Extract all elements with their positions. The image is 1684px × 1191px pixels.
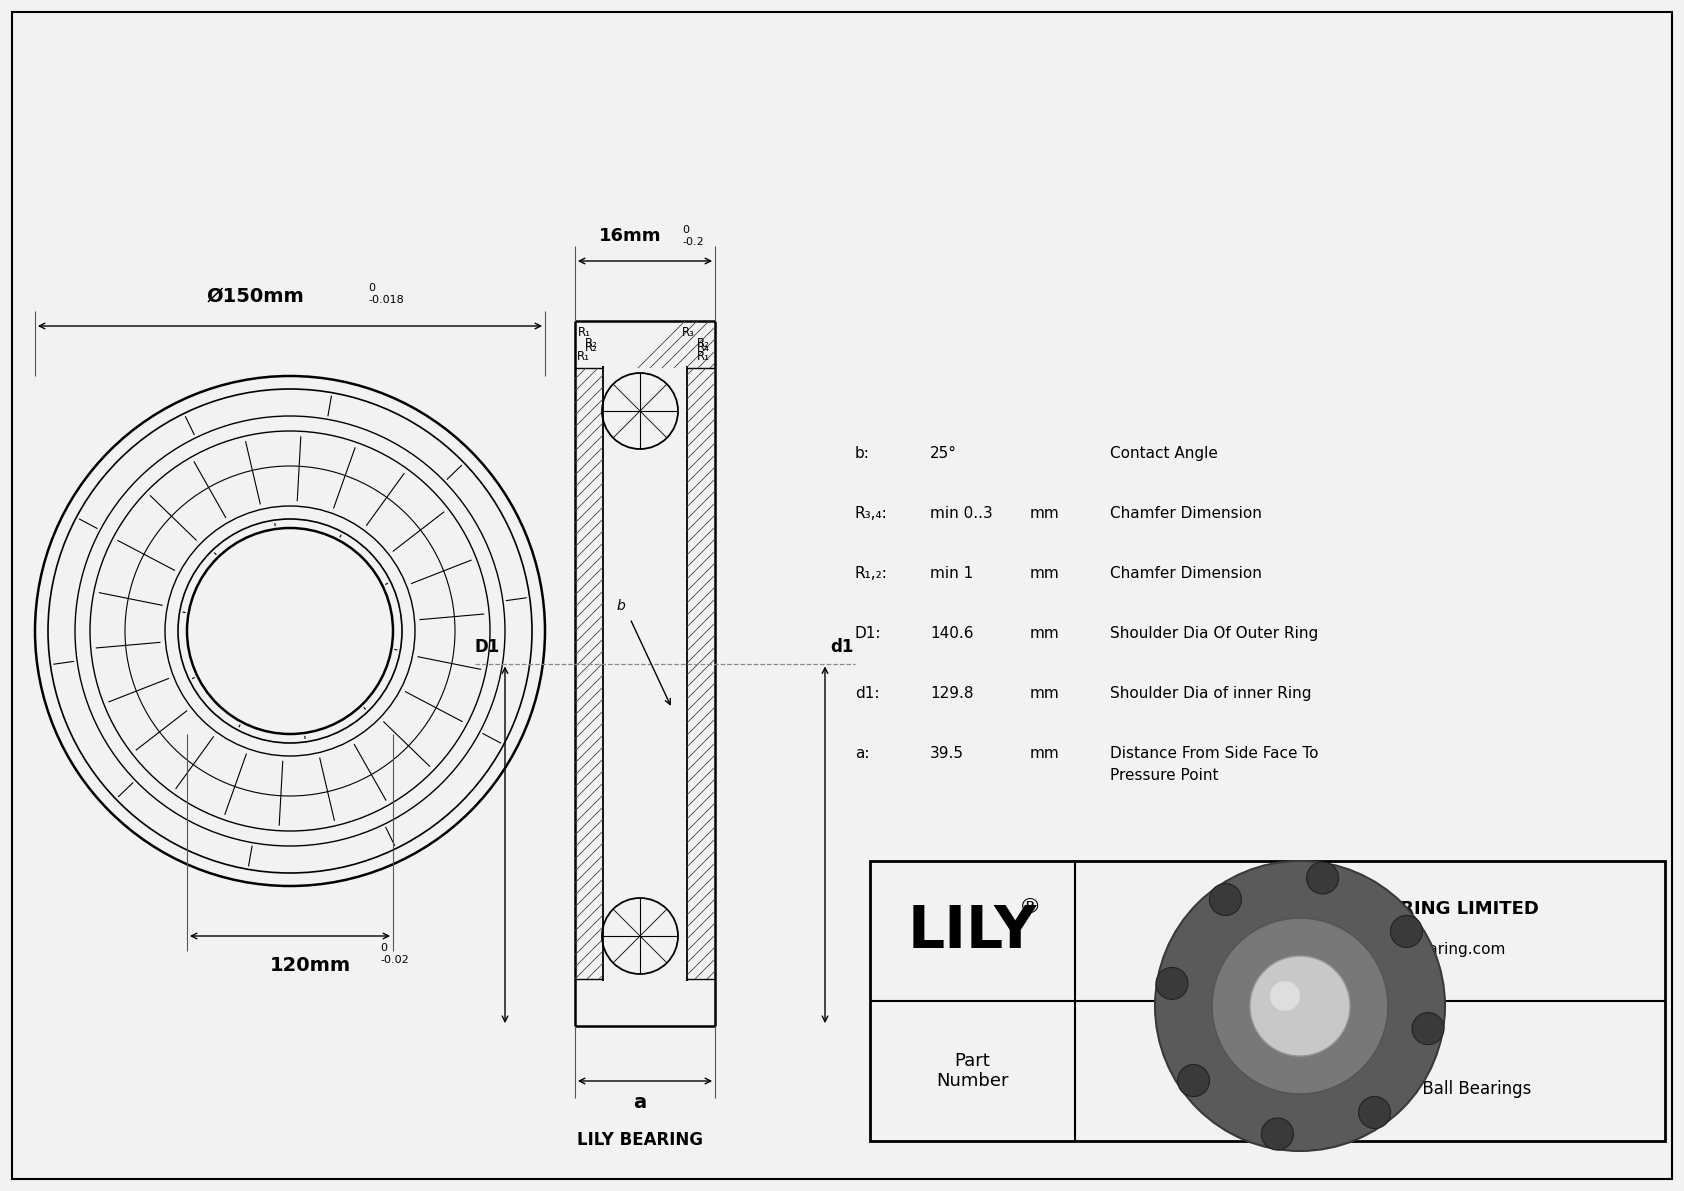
Circle shape <box>1209 884 1241 916</box>
Text: -0.2: -0.2 <box>682 237 704 247</box>
Text: Chamfer Dimension: Chamfer Dimension <box>1110 566 1261 581</box>
Circle shape <box>1411 1012 1443 1045</box>
Circle shape <box>1250 956 1351 1056</box>
Text: d1: d1 <box>830 637 854 655</box>
Text: 140.6: 140.6 <box>930 626 973 641</box>
Text: R₂: R₂ <box>697 337 711 350</box>
Text: Part
Number: Part Number <box>936 1052 1009 1091</box>
Text: mm: mm <box>1031 746 1059 761</box>
Text: R₁,₂:: R₁,₂: <box>855 566 887 581</box>
Circle shape <box>1391 916 1423 947</box>
Text: R₂: R₂ <box>584 341 598 354</box>
Text: Shoulder Dia Of Outer Ring: Shoulder Dia Of Outer Ring <box>1110 626 1319 641</box>
Text: min 0..3: min 0..3 <box>930 506 994 520</box>
Text: LILY: LILY <box>908 903 1037 960</box>
Text: min 1: min 1 <box>930 566 973 581</box>
Circle shape <box>1270 981 1300 1011</box>
Text: D1: D1 <box>475 637 500 655</box>
Text: mm: mm <box>1031 686 1059 701</box>
Text: -0.018: -0.018 <box>369 295 404 305</box>
Text: R₁: R₁ <box>578 350 589 363</box>
Text: b: b <box>616 599 625 613</box>
Text: Contact Angle: Contact Angle <box>1110 445 1218 461</box>
Text: Distance From Side Face To: Distance From Side Face To <box>1110 746 1319 761</box>
Circle shape <box>1307 862 1339 894</box>
Text: -0.02: -0.02 <box>381 955 409 965</box>
Text: 16mm: 16mm <box>600 227 662 245</box>
Text: Pressure Point: Pressure Point <box>1110 768 1219 782</box>
Text: R₃,₄:: R₃,₄: <box>855 506 887 520</box>
Text: Ø150mm: Ø150mm <box>205 287 303 306</box>
Text: b:: b: <box>855 445 871 461</box>
Text: d1:: d1: <box>855 686 879 701</box>
Text: CE71824SI: CE71824SI <box>1308 1041 1433 1061</box>
Text: 0: 0 <box>381 943 387 953</box>
Text: 129.8: 129.8 <box>930 686 973 701</box>
Text: 39.5: 39.5 <box>930 746 963 761</box>
Text: 0: 0 <box>369 283 376 293</box>
Text: R₂: R₂ <box>584 337 598 350</box>
Text: Email: lilybearing@lily-bearing.com: Email: lilybearing@lily-bearing.com <box>1234 941 1505 956</box>
Text: 0: 0 <box>682 225 689 235</box>
Text: D1:: D1: <box>855 626 881 641</box>
Text: 120mm: 120mm <box>269 956 350 975</box>
Bar <box>871 861 1665 1141</box>
Text: mm: mm <box>1031 626 1059 641</box>
Text: a: a <box>633 1093 647 1112</box>
Text: Shoulder Dia of inner Ring: Shoulder Dia of inner Ring <box>1110 686 1312 701</box>
Text: R₁: R₁ <box>697 350 711 363</box>
Text: 25°: 25° <box>930 445 957 461</box>
Circle shape <box>1261 1118 1293 1151</box>
Text: mm: mm <box>1031 506 1059 520</box>
Text: R₃: R₃ <box>682 326 695 339</box>
Text: LILY BEARING: LILY BEARING <box>578 1131 702 1149</box>
Text: ®: ® <box>1019 897 1042 917</box>
Text: a:: a: <box>855 746 869 761</box>
Circle shape <box>1155 967 1187 999</box>
Text: R₁: R₁ <box>578 326 591 339</box>
Circle shape <box>1155 861 1445 1151</box>
Text: SHANGHAI LILY BEARING LIMITED: SHANGHAI LILY BEARING LIMITED <box>1201 900 1539 918</box>
Text: R₄: R₄ <box>697 341 711 354</box>
Circle shape <box>1212 918 1388 1095</box>
Circle shape <box>1359 1097 1391 1129</box>
Circle shape <box>1177 1065 1209 1097</box>
Text: Chamfer Dimension: Chamfer Dimension <box>1110 506 1261 520</box>
Text: mm: mm <box>1031 566 1059 581</box>
Text: Ceramic Angular Contact Ball Bearings: Ceramic Angular Contact Ball Bearings <box>1209 1080 1531 1098</box>
